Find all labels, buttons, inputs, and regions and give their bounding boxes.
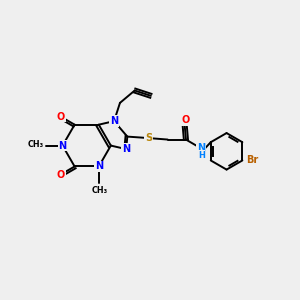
Text: S: S [145, 133, 152, 143]
Text: N: N [197, 143, 205, 153]
Text: O: O [182, 115, 190, 125]
Text: H: H [198, 151, 205, 160]
Text: N: N [110, 116, 118, 126]
Text: CH₃: CH₃ [28, 140, 44, 149]
Text: N: N [122, 144, 130, 154]
Text: N: N [95, 161, 103, 172]
Text: O: O [56, 112, 65, 122]
Text: O: O [56, 169, 65, 180]
Text: N: N [58, 141, 67, 151]
Text: Br: Br [246, 155, 258, 166]
Text: CH₃: CH₃ [91, 186, 107, 195]
